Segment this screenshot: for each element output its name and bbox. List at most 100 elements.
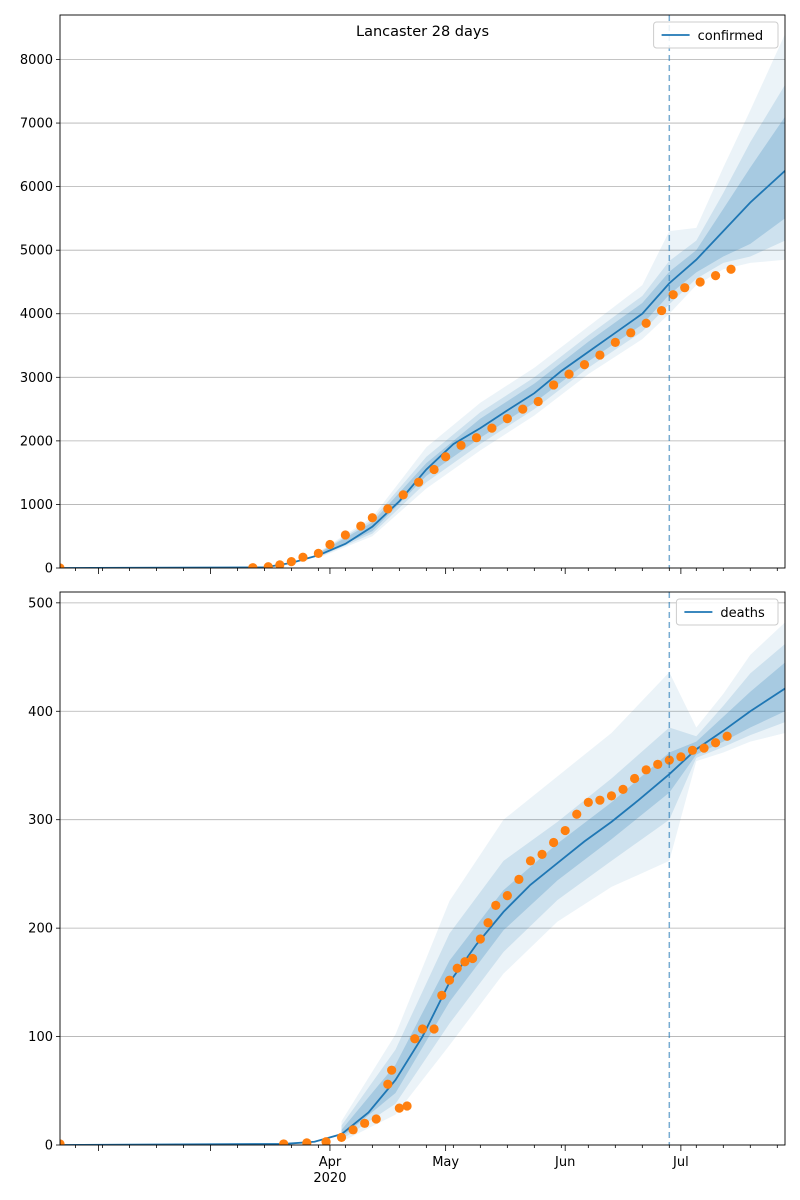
observed-point [383, 1079, 393, 1089]
observed-point [560, 825, 570, 836]
x-tick-label: Apr [319, 1155, 342, 1170]
observed-point [483, 918, 493, 928]
observed-point [429, 464, 439, 475]
observed-point [549, 380, 559, 390]
y-tick-label: 4000 [20, 307, 53, 322]
observed-point [518, 404, 528, 414]
observed-point [340, 530, 350, 540]
observed-point [595, 795, 605, 805]
observed-point [491, 900, 501, 910]
observed-point [321, 1137, 331, 1145]
observed-point [514, 874, 524, 884]
observed-point [710, 271, 721, 281]
observed-point [668, 290, 678, 300]
observed-point [460, 957, 470, 967]
observed-point [710, 738, 721, 748]
axes-frame [59, 591, 786, 1146]
y-tick-label: 5000 [20, 244, 53, 259]
observed-point [371, 1114, 381, 1124]
observed-point [398, 490, 408, 500]
uncertainty-band-3 [341, 622, 785, 1142]
observed-point [610, 337, 620, 347]
y-tick-label: 0 [45, 562, 53, 577]
observed-point [348, 1125, 358, 1135]
observed-point [410, 1034, 420, 1044]
observed-point [641, 765, 651, 775]
observed-point [468, 953, 478, 964]
chart-panel-1: 0 1000 2000 3000 4000 5000 6000 7000 8000 Lancast… [20, 14, 786, 577]
observed-point [414, 477, 424, 487]
y-tick-label: 2000 [20, 434, 53, 449]
observed-point [417, 1024, 428, 1034]
data-layer [60, 34, 785, 568]
y-tick-label: 3000 [20, 371, 53, 386]
observed-point [367, 513, 377, 523]
observed-point [572, 809, 582, 819]
observed-point [579, 359, 590, 370]
observed-point [653, 759, 663, 770]
y-tick-label: 100 [28, 1030, 53, 1045]
observed-point [279, 1139, 289, 1145]
observed-point [502, 414, 512, 424]
observed-point [263, 562, 273, 568]
observed-point [687, 745, 698, 755]
observed-point [444, 975, 455, 985]
observed-point [549, 837, 559, 848]
observed-point [475, 934, 485, 944]
observed-point [387, 1065, 397, 1075]
y-tick-label: 7000 [20, 117, 53, 132]
chart-panel-2: 0 100 200 300 400 500 Apr May Jun Jul 2020 deaths [28, 591, 786, 1186]
y-tick-label: 6000 [20, 180, 53, 195]
y-tick-label: 200 [28, 922, 53, 937]
observed-point [356, 521, 366, 531]
observed-point [248, 563, 258, 568]
observed-point [487, 423, 497, 433]
observed-point [383, 504, 393, 514]
observed-point [695, 277, 705, 287]
axes-frame [59, 14, 786, 569]
observed-point [641, 318, 651, 328]
observed-point [275, 560, 285, 568]
legend-label: confirmed [698, 29, 764, 44]
observed-point [564, 369, 574, 379]
observed-point [664, 755, 674, 765]
observed-point [502, 891, 512, 901]
observed-point [676, 752, 686, 762]
y-tick-label: 8000 [20, 53, 53, 68]
series-line-confirmed [60, 170, 785, 568]
observed-point [699, 743, 709, 753]
observed-point [402, 1101, 412, 1111]
uncertainty-band-1 [318, 116, 785, 557]
observed-point [618, 784, 628, 794]
observed-point [441, 452, 451, 462]
observed-point [302, 1138, 312, 1145]
x-tick-label: May [432, 1155, 459, 1170]
data-layer [60, 622, 785, 1145]
observed-point [313, 548, 323, 558]
uncertainty-band-1 [341, 662, 785, 1138]
observed-point [583, 797, 593, 807]
legend-box [653, 21, 779, 49]
observed-point [60, 1139, 65, 1145]
observed-point [471, 433, 482, 443]
x-tick-label: Jun [554, 1155, 575, 1170]
uncertainty-band-2 [318, 84, 785, 558]
observed-point [722, 731, 732, 741]
observed-point [630, 773, 640, 784]
observed-point [286, 557, 296, 567]
observed-point [394, 1103, 404, 1113]
observed-point [437, 990, 447, 1000]
x-axis-label: 2020 [313, 1171, 346, 1186]
observed-point [456, 440, 466, 450]
observed-point [626, 328, 636, 338]
y-tick-label: 0 [45, 1139, 53, 1154]
observed-point [656, 305, 667, 316]
y-tick-label: 300 [28, 813, 53, 828]
observed-point [525, 856, 536, 866]
observed-point [537, 849, 547, 860]
y-tick-label: 1000 [20, 498, 53, 513]
y-tick-label: 400 [28, 705, 53, 720]
observed-point [298, 552, 308, 562]
observed-point [325, 539, 335, 550]
observed-point [533, 396, 543, 407]
